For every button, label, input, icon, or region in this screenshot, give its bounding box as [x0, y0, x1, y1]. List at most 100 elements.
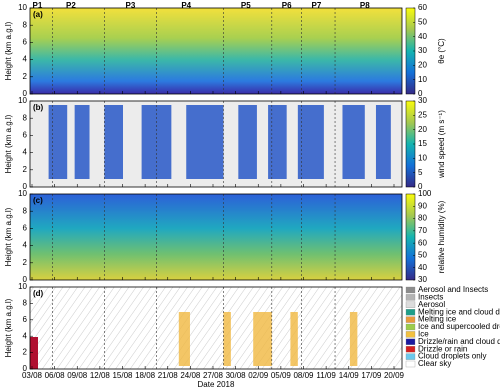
- panel-frame: [29, 286, 403, 370]
- legend-label: Drizzle/rain and cloud droplets: [418, 337, 500, 346]
- y-tick-label: 10: [18, 282, 27, 291]
- x-tick-label: 17/09: [361, 371, 382, 380]
- texture: [30, 337, 38, 369]
- y-tick-label: 2: [23, 348, 28, 357]
- period-label: P3: [126, 1, 136, 10]
- texture: [74, 105, 90, 179]
- texture: [253, 312, 272, 366]
- panel-frame: [29, 193, 403, 281]
- period-label: P7: [312, 1, 322, 10]
- y-tick-label: 8: [23, 206, 28, 215]
- y-tick-label: 6: [23, 224, 28, 233]
- colorbar-tick-label: 10: [418, 153, 427, 162]
- y-tick-label: 4: [23, 148, 28, 157]
- legend-swatch: [405, 294, 416, 301]
- legend-label: Insects: [418, 293, 443, 302]
- x-tick-label: 14/09: [339, 371, 360, 380]
- x-tick-label: 15/08: [112, 371, 133, 380]
- period-label: P6: [282, 1, 292, 10]
- y-tick-label: 8: [23, 20, 28, 29]
- x-tick-label: 03/08: [22, 371, 43, 380]
- panel-frame: [29, 100, 403, 188]
- colorbar-tick-label: 60: [418, 238, 427, 247]
- panel-label: (c): [33, 196, 43, 205]
- colorbar-tick-label: 30: [418, 275, 427, 284]
- y-tick-label: 6: [23, 131, 28, 140]
- y-tick-label: 2: [23, 258, 28, 267]
- x-tick-label: 18/08: [135, 371, 156, 380]
- colorbar-label: relative humidity (%): [437, 200, 446, 273]
- colorbar-tick-label: 40: [418, 32, 427, 41]
- texture: [186, 105, 224, 179]
- colorbar-label: wind speed (m s⁻¹): [437, 110, 446, 179]
- x-tick-label: 30/08: [226, 371, 247, 380]
- colorbar: [405, 193, 416, 281]
- y-axis-label: Height (km a.g.l): [4, 298, 13, 357]
- legend-label: Drizzle or rain: [418, 344, 467, 353]
- y-tick-label: 6: [23, 38, 28, 47]
- legend-swatch: [405, 301, 416, 308]
- x-tick-label: 06/08: [45, 371, 66, 380]
- y-tick-label: 4: [23, 55, 28, 64]
- legend-swatch: [405, 338, 416, 345]
- y-tick-label: 2: [23, 72, 28, 81]
- legend-label: Cloud droplets only: [418, 352, 486, 361]
- legend-label: Aerosol: [418, 300, 445, 309]
- colorbar-tick-label: 30: [418, 96, 427, 105]
- y-tick-label: 6: [23, 315, 28, 324]
- y-tick-label: 10: [18, 3, 27, 12]
- colorbar-tick-label: 20: [418, 60, 427, 69]
- y-tick-label: 8: [23, 113, 28, 122]
- period-label: P5: [241, 1, 251, 10]
- period-label: P8: [360, 1, 370, 10]
- colorbar-tick-label: 15: [418, 139, 427, 148]
- colorbar-tick-label: 60: [418, 3, 427, 12]
- panel-image: [30, 194, 402, 280]
- x-tick-label: 11/09: [316, 371, 336, 380]
- colorbar-tick-label: 70: [418, 226, 427, 235]
- colorbar-tick-label: 50: [418, 17, 427, 26]
- panel-label: (a): [33, 10, 43, 19]
- colorbar-tick-label: 100: [418, 189, 432, 198]
- panel-image: [30, 287, 402, 369]
- texture: [238, 105, 257, 179]
- texture: [104, 105, 123, 179]
- colorbar-tick-label: 5: [418, 168, 423, 177]
- legend-label: Clear sky: [418, 359, 451, 368]
- texture: [178, 312, 190, 366]
- legend-swatch: [405, 346, 416, 353]
- texture: [349, 312, 358, 366]
- panel-label: (b): [33, 103, 44, 112]
- y-axis-label: Height (km a.g.l): [4, 21, 13, 80]
- x-tick-label: 09/08: [67, 371, 88, 380]
- y-tick-label: 10: [18, 189, 27, 198]
- x-tick-label: 02/09: [248, 371, 269, 380]
- legend-label: Melting ice and cloud droplets: [418, 307, 500, 316]
- colorbar-tick-label: 40: [418, 263, 427, 272]
- period-label: P1: [33, 1, 43, 10]
- x-tick-label: 12/08: [90, 371, 111, 380]
- x-tick-label: 20/09: [384, 371, 405, 380]
- texture: [290, 312, 298, 366]
- legend-swatch: [405, 353, 416, 360]
- colorbar-tick-label: 90: [418, 201, 427, 210]
- y-axis-label: Height (km a.g.l): [4, 207, 13, 266]
- legend-label: Ice: [418, 330, 429, 339]
- panel-label: (d): [33, 289, 44, 298]
- legend-swatch: [405, 360, 416, 368]
- colorbar-tick-label: 20: [418, 125, 427, 134]
- texture: [375, 105, 391, 179]
- colorbar-label: θe (°C): [437, 38, 446, 64]
- y-tick-label: 8: [23, 299, 28, 308]
- texture: [342, 105, 365, 179]
- colorbar-tick-label: 10: [418, 75, 427, 84]
- legend-label: Aerosol and Insects: [418, 285, 488, 294]
- legend-swatch: [405, 309, 416, 316]
- legend-swatch: [405, 316, 416, 323]
- legend-label: Ice and supercooled droplets: [418, 322, 500, 331]
- legend-swatch: [405, 286, 416, 294]
- y-tick-label: 0: [23, 89, 28, 98]
- legend-label: Melting ice: [418, 315, 457, 324]
- period-label: P4: [181, 1, 191, 10]
